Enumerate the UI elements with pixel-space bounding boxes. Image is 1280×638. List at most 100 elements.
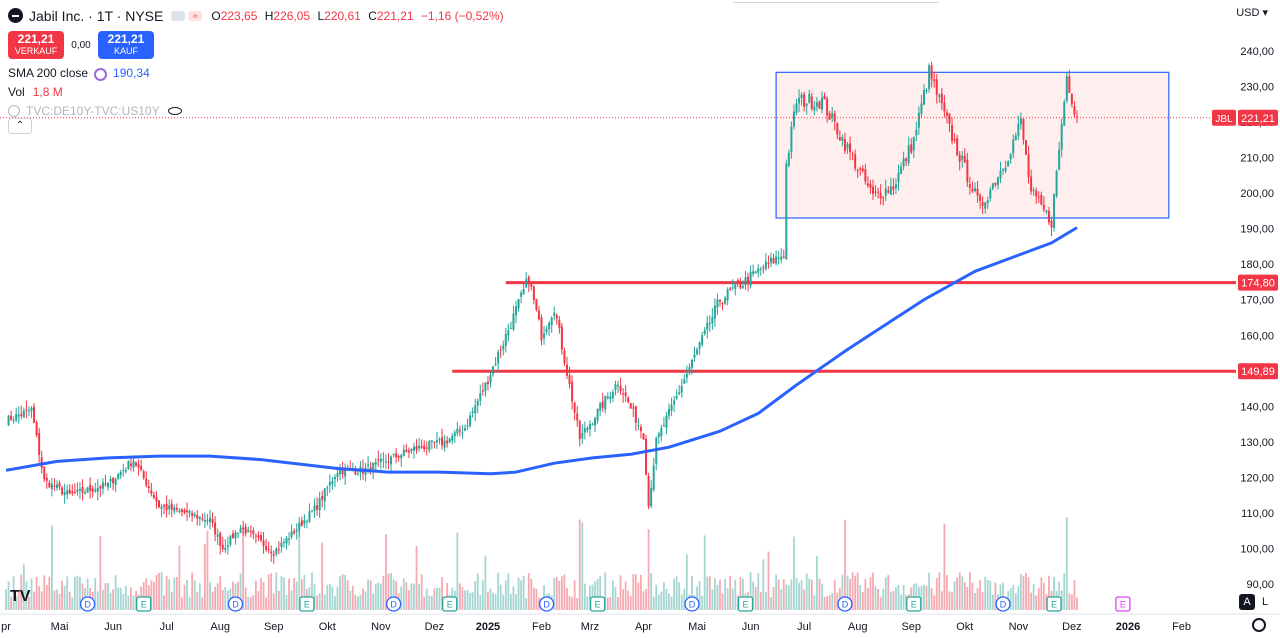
candle-body [851,153,854,155]
candle-body [543,333,546,339]
candle-body [94,489,97,492]
volume-bar [951,592,953,610]
volume-bar [112,589,114,610]
volume-bar [183,584,186,610]
candle-body [382,459,385,461]
volume-bar [351,585,354,610]
compare-legend[interactable]: TVC:DE10Y-TVC:US10Y [8,101,508,120]
volume-bar [642,591,645,610]
volume-bar [974,592,976,610]
candle-body [163,504,166,507]
candle-body [1017,123,1020,136]
candle-body [211,518,214,523]
currency-selector[interactable]: USD ▾ [1236,7,1268,19]
candle-body [1030,176,1033,192]
candle-body [354,470,357,475]
volume-bar [73,576,76,610]
candle-body [461,432,464,434]
candle-body [889,186,892,195]
log-scale-button[interactable]: L [1262,596,1269,608]
volume-bar [841,574,844,610]
candle-body [818,101,821,109]
candle-body [275,548,278,554]
candle-body [33,406,36,423]
dividend-marker [538,596,555,612]
sma-legend[interactable]: SMA 200 close 190,34 [8,63,508,82]
volume-bar [612,580,614,610]
settings-gear-icon[interactable] [1252,618,1266,632]
volume-bar [826,596,828,610]
volume-bar [405,582,408,610]
dividend-marker [79,596,96,612]
volume-bar [1030,592,1032,610]
auto-scale-button[interactable]: A [1239,594,1255,610]
volume-bar [247,596,250,610]
volume-bar [864,578,867,610]
volume-bar [795,577,798,610]
candle-body [790,126,793,153]
candle-body [535,298,538,310]
x-tick-label: Jun [104,621,122,633]
volume-bar [701,595,704,610]
volume-value: 1,8 M [32,84,63,99]
candle-body [132,460,135,468]
volume-bar [629,595,632,610]
candle-body [578,420,581,440]
candle-body [443,440,446,448]
ohlc-readout: O223,65 H226,05 L220,61 C221,21 −1,16 (−… [211,9,507,23]
volume-bar [803,589,806,610]
volume-bar [130,587,132,610]
volume-bar [660,591,663,610]
candle-body [573,402,576,413]
top-handle[interactable] [733,0,939,3]
candle-body [1055,170,1058,196]
volume-bar [211,591,214,610]
symbol-title[interactable]: Jabil Inc. · 1T · NYSE [29,7,164,24]
volume-bar [362,588,364,610]
candle-body [823,95,826,100]
candle-body [708,323,711,325]
volume-bar [494,593,497,610]
volume-bar [430,595,433,610]
y-tick-label: 210,00 [1240,153,1274,165]
candle-body [1035,190,1038,197]
candle-body [10,415,13,421]
candle-body [795,103,798,113]
dividend-marker [684,596,700,612]
buy-button[interactable]: 221,21 KAUF [98,31,154,59]
volume-legend[interactable]: Vol 1,8 M [8,82,508,101]
volume-bar [165,575,168,610]
collapse-legend-button[interactable]: ⌃ [8,118,32,134]
candle-body [165,503,168,511]
candle-body [568,375,571,384]
volume-bar [38,586,41,610]
candle-body [336,472,339,477]
upcoming-earnings-marker [1115,596,1131,612]
volume-bar [805,573,808,610]
candle-body [318,498,321,511]
volume-bar [175,576,178,610]
candle-body [270,551,273,554]
candle-body [968,184,971,188]
volume-bar [599,575,602,610]
volume-bar [532,587,535,610]
candle-body [665,415,668,428]
volume-bar [15,596,18,610]
candle-body [66,490,69,495]
volume-bar [775,574,777,610]
candle-body [637,424,640,426]
candle-body [384,461,387,463]
candle-body [372,462,375,472]
candle-body [836,123,839,135]
candle-body [1060,123,1063,150]
eye-hidden-icon[interactable] [167,106,182,115]
candle-body [1070,93,1073,105]
volume-bar [344,574,347,610]
tradingview-logo[interactable]: TV [10,588,31,605]
sell-button[interactable]: 221,21 VERKAUF [8,31,64,59]
candle-body [344,467,347,477]
volume-bar [527,573,530,610]
volume-bar [58,593,61,610]
